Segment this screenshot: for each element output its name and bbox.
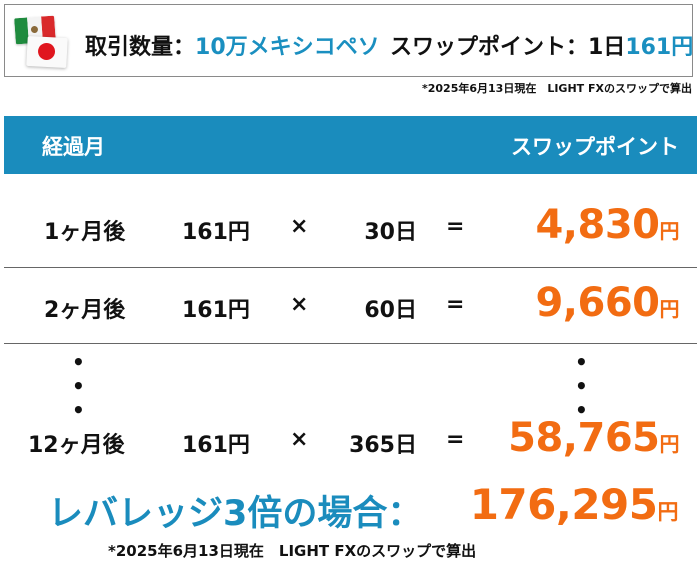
row-days: 30日 [364,220,417,245]
source-note-top: *2025年6月13日現在 LIGHT FXのスワップで算出 [422,82,692,95]
row-rate: 161円 [182,298,250,323]
yen-unit: 円 [659,297,680,321]
quantity-value: 10万メキシコペソ [195,35,380,60]
table-row: 1ヶ月後 161円 × 30日 = 4,830円 [4,192,697,268]
currency-flags [14,15,68,71]
yen-unit: 円 [659,219,680,243]
swap-label: スワップポイント：1日 [390,35,626,60]
table-row: 12ヶ月後 161円 × 365日 = 58,765円 [4,405,697,481]
multiply-sign: × [290,427,309,452]
row-month: 2ヶ月後 [44,298,126,323]
daily-swap: スワップポイント：1日161円 [390,29,693,61]
ellipsis-right: • • • [575,350,588,422]
equals-sign: = [446,292,465,317]
total-value: 9,660 [535,280,660,326]
source-note-bottom: *2025年6月13日現在 LIGHT FXのスワップで算出 [108,542,477,560]
equals-sign: = [446,214,465,239]
trade-quantity: 取引数量：10万メキシコペソ [85,29,380,61]
ellipsis-left: • • • [72,350,85,422]
leverage-total-value: 176,295 [469,480,658,529]
leverage-total: 176,295円 [469,480,679,529]
table-header: 経過月 スワップポイント [4,116,697,174]
row-days: 365日 [349,433,417,458]
total-value: 4,830 [535,202,660,248]
table-row: 2ヶ月後 161円 × 60日 = 9,660円 [4,268,697,344]
swap-value: 161円 [625,35,694,60]
row-rate: 161円 [182,220,250,245]
trade-info-box: 取引数量：10万メキシコペソ スワップポイント：1日161円 [4,4,693,77]
multiply-sign: × [290,292,309,317]
leverage-label: レバレッジ3倍の場合： [48,494,423,534]
quantity-label: 取引数量： [85,35,196,60]
row-total: 4,830円 [535,202,679,248]
yen-unit: 円 [659,432,680,456]
row-total: 9,660円 [535,280,679,326]
total-value: 58,765 [508,415,660,461]
row-month: 12ヶ月後 [28,433,125,458]
multiply-sign: × [290,214,309,239]
header-swap: スワップポイント [511,135,679,159]
equals-sign: = [446,427,465,452]
row-total: 58,765円 [508,415,679,461]
row-days: 60日 [364,298,417,323]
row-rate: 161円 [182,433,250,458]
row-month: 1ヶ月後 [44,220,126,245]
yen-unit: 円 [657,500,679,524]
japan-flag-icon [26,35,68,69]
header-month: 経過月 [42,135,105,159]
